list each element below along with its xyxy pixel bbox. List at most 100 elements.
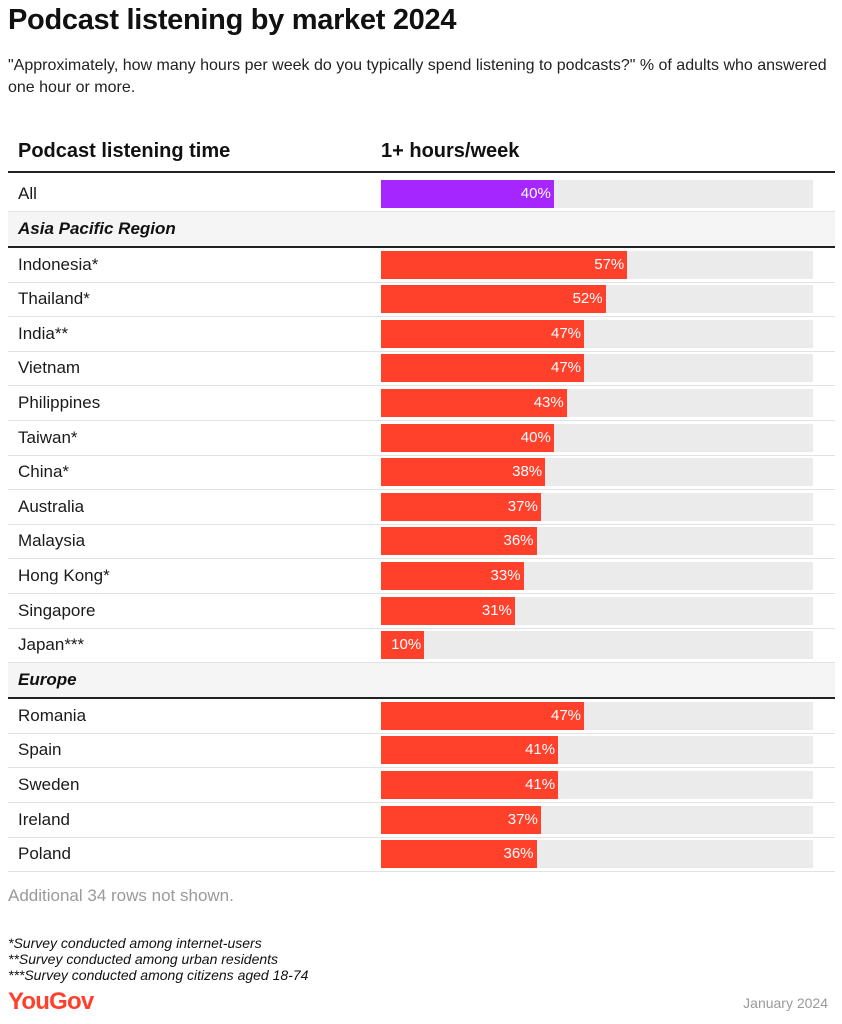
table-row: Singapore 31% — [8, 594, 835, 629]
bar: 52% — [381, 285, 606, 314]
bar-value-label: 52% — [572, 290, 603, 308]
bar-track: 40% — [381, 423, 813, 452]
table-row: Poland 36% — [8, 837, 835, 873]
table-row: India** 47% — [8, 317, 835, 352]
row-label: Poland — [18, 844, 71, 864]
table-row: Australia 37% — [8, 490, 835, 525]
bar-value-label: 47% — [551, 324, 582, 342]
bar: 31% — [381, 596, 515, 625]
bar-track: 47% — [381, 701, 813, 730]
bar: 37% — [381, 805, 541, 834]
bar: 47% — [381, 701, 585, 730]
bar: 10% — [381, 631, 425, 660]
bar-value-label: 40% — [520, 185, 551, 202]
header-divider — [8, 171, 835, 173]
row-label: All — [18, 184, 37, 203]
row-label: Philippines — [18, 393, 101, 412]
bar-track: 10% — [381, 631, 813, 660]
additional-rows-note: Additional 34 rows not shown. — [8, 886, 234, 905]
section-label: Europe — [18, 669, 77, 689]
footnote: **Survey conducted among urban residents — [8, 951, 279, 967]
bar-value-label: 33% — [490, 567, 521, 584]
bar-value-label: 38% — [512, 463, 543, 481]
table-row: Romania 47% — [8, 699, 835, 734]
bar-track: 40% — [381, 180, 813, 208]
column-header-value: 1+ hours/week — [381, 140, 520, 162]
table-row: Japan*** 10% — [8, 628, 835, 664]
bar: 47% — [381, 354, 585, 383]
section-header: Asia Pacific Region — [8, 211, 835, 248]
bar-track: 37% — [381, 805, 813, 834]
row-label: Hong Kong* — [18, 566, 110, 585]
bar: 47% — [381, 319, 585, 348]
table-row: All 40% — [8, 177, 835, 212]
bar-track: 38% — [381, 458, 813, 487]
bar-track: 36% — [381, 840, 813, 869]
bar: 41% — [381, 771, 559, 799]
row-label: Japan*** — [18, 635, 85, 655]
row-label: Romania — [18, 705, 87, 725]
table-row: Thailand* 52% — [8, 282, 835, 318]
table-row: Vietnam 47% — [8, 351, 835, 387]
row-label: India** — [18, 323, 69, 343]
table-row: Indonesia* 57% — [8, 248, 835, 283]
bar: 36% — [381, 840, 537, 869]
bar-value-label: 40% — [520, 428, 551, 446]
row-label: Malaysia — [18, 531, 86, 551]
bar-track: 47% — [381, 319, 813, 348]
table-row: Sweden 41% — [8, 768, 835, 803]
bar: 40% — [381, 423, 554, 452]
row-label: China* — [18, 462, 70, 482]
bar-value-label: 43% — [533, 394, 564, 411]
bar-track: 37% — [381, 492, 813, 521]
bar-value-label: 36% — [503, 845, 534, 863]
yougov-logo: YouGov — [8, 988, 94, 1015]
bar-value-label: 37% — [507, 810, 538, 828]
row-label: Vietnam — [18, 358, 81, 378]
row-label: Ireland — [18, 809, 70, 829]
row-label: Australia — [18, 496, 85, 516]
section-label: Asia Pacific Region — [18, 218, 176, 238]
chart-title: Podcast listening by market 2024 — [8, 4, 457, 36]
row-label: Spain — [18, 740, 62, 760]
bar-value-label: 36% — [503, 532, 534, 550]
bar-value-label: 57% — [594, 255, 625, 273]
table-row: Spain 41% — [8, 733, 835, 769]
section-header: Europe — [8, 662, 835, 699]
bar: 38% — [381, 458, 546, 487]
bar-track: 41% — [381, 736, 813, 765]
bar-value-label: 10% — [391, 636, 422, 654]
bar: 37% — [381, 492, 541, 521]
bar-value-label: 31% — [481, 601, 512, 619]
bar-track: 52% — [381, 285, 813, 314]
bar-track: 31% — [381, 596, 813, 625]
bar-track: 33% — [381, 562, 813, 590]
publication-date: January 2024 — [743, 995, 828, 1011]
table-row: Philippines 43% — [8, 386, 835, 421]
bar: 33% — [381, 562, 524, 590]
bar-value-label: 47% — [551, 706, 582, 724]
bar: 40% — [381, 180, 554, 208]
table-row: Hong Kong* 33% — [8, 559, 835, 594]
bar-track: 47% — [381, 354, 813, 383]
table-row: Malaysia 36% — [8, 524, 835, 560]
row-label: Indonesia* — [18, 254, 99, 274]
bar-track: 36% — [381, 527, 813, 556]
bar: 41% — [381, 736, 559, 765]
table-row: Ireland 37% — [8, 803, 835, 838]
row-label: Taiwan* — [18, 427, 78, 447]
bar-value-label: 41% — [525, 776, 556, 793]
row-label: Sweden — [18, 775, 80, 794]
bar: 57% — [381, 250, 628, 279]
table-row: China* 38% — [8, 455, 835, 491]
bar-value-label: 47% — [551, 359, 582, 377]
column-header-label: Podcast listening time — [18, 140, 231, 162]
footnotes: *Survey conducted among internet-users *… — [8, 935, 308, 983]
table-row: Taiwan* 40% — [8, 421, 835, 456]
bar: 36% — [381, 527, 537, 556]
bar: 43% — [381, 389, 567, 417]
bar-track: 43% — [381, 389, 813, 417]
bar-track: 57% — [381, 250, 813, 279]
bar-track: 41% — [381, 771, 813, 799]
chart-subtitle: "Approximately, how many hours per week … — [8, 57, 827, 96]
